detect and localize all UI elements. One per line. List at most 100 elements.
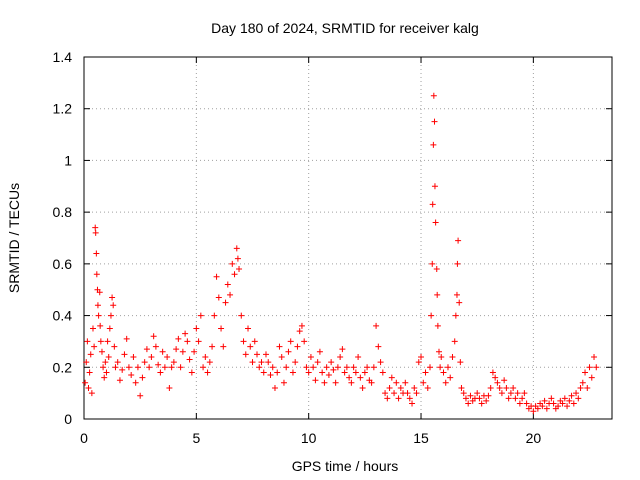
data-point: [106, 325, 113, 332]
data-point: [487, 384, 494, 391]
data-point: [93, 271, 100, 278]
data-point: [402, 379, 409, 386]
data-point: [229, 260, 236, 267]
data-point: [512, 395, 519, 402]
data-point: [197, 312, 204, 319]
data-point: [449, 353, 456, 360]
data-point: [204, 369, 211, 376]
data-point: [577, 384, 584, 391]
data-point: [467, 392, 474, 399]
data-point: [451, 338, 458, 345]
data-point: [240, 338, 247, 345]
data-point: [591, 353, 598, 360]
data-point: [137, 392, 144, 399]
data-points: [82, 92, 600, 415]
data-point: [321, 379, 328, 386]
data-point: [519, 395, 526, 402]
data-point: [258, 359, 265, 366]
data-point: [100, 364, 107, 371]
data-point: [361, 369, 368, 376]
data-point: [386, 384, 393, 391]
data-point: [128, 372, 135, 379]
data-point: [355, 353, 362, 360]
data-point: [474, 390, 481, 397]
data-point: [96, 289, 103, 296]
data-point: [453, 291, 460, 298]
y-tick-label: 1.2: [53, 101, 73, 117]
data-point: [406, 395, 413, 402]
data-point: [424, 384, 431, 391]
data-point: [111, 343, 118, 350]
data-point: [236, 266, 243, 273]
data-point: [296, 328, 303, 335]
data-point: [278, 353, 285, 360]
data-point: [548, 395, 555, 402]
data-point: [195, 338, 202, 345]
data-point: [375, 343, 382, 350]
data-point: [438, 353, 445, 360]
data-point: [109, 294, 116, 301]
data-point: [582, 369, 589, 376]
data-point: [440, 369, 447, 376]
data-point: [514, 390, 521, 397]
data-point: [280, 379, 287, 386]
data-point: [431, 183, 438, 190]
data-point: [330, 366, 337, 373]
data-point: [460, 390, 467, 397]
data-point: [575, 395, 582, 402]
data-point: [265, 359, 272, 366]
data-point: [507, 390, 514, 397]
data-point: [483, 397, 490, 404]
data-point: [134, 364, 141, 371]
data-point: [222, 299, 229, 306]
data-point: [561, 395, 568, 402]
data-point: [97, 322, 104, 329]
data-point: [437, 364, 444, 371]
data-point: [267, 372, 274, 379]
data-point: [429, 201, 436, 208]
data-point: [287, 338, 294, 345]
data-point: [110, 302, 117, 309]
data-point: [415, 359, 422, 366]
data-point: [83, 359, 90, 366]
data-point: [283, 364, 290, 371]
chart-title: Day 180 of 2024, SRMTID for receiver kal…: [211, 20, 479, 36]
data-point: [539, 403, 546, 410]
data-point: [379, 369, 386, 376]
data-point: [339, 346, 346, 353]
data-point: [89, 325, 96, 332]
data-point: [434, 322, 441, 329]
data-point: [465, 400, 472, 407]
data-point: [458, 384, 465, 391]
data-point: [119, 366, 126, 373]
data-point: [447, 374, 454, 381]
data-point: [431, 118, 438, 125]
data-point: [393, 379, 400, 386]
data-point: [298, 322, 305, 329]
data-point: [492, 374, 499, 381]
data-point: [310, 364, 317, 371]
data-point: [442, 379, 449, 386]
data-point: [125, 364, 132, 371]
data-point: [435, 348, 442, 355]
data-point: [550, 400, 557, 407]
data-point: [456, 299, 463, 306]
x-tick-label: 15: [413, 430, 429, 446]
data-point: [510, 384, 517, 391]
data-point: [262, 351, 269, 358]
data-point: [173, 346, 180, 353]
data-point: [292, 359, 299, 366]
data-point: [112, 364, 119, 371]
data-point: [251, 338, 258, 345]
y-tick-label: 1.4: [53, 49, 73, 65]
y-tick-label: 0: [64, 411, 72, 427]
data-point: [489, 369, 496, 376]
data-point: [462, 395, 469, 402]
data-point: [498, 390, 505, 397]
y-tick-label: 0.6: [53, 256, 73, 272]
data-point: [148, 353, 155, 360]
data-point: [245, 325, 252, 332]
data-point: [209, 343, 216, 350]
data-point: [370, 364, 377, 371]
data-point: [227, 291, 234, 298]
